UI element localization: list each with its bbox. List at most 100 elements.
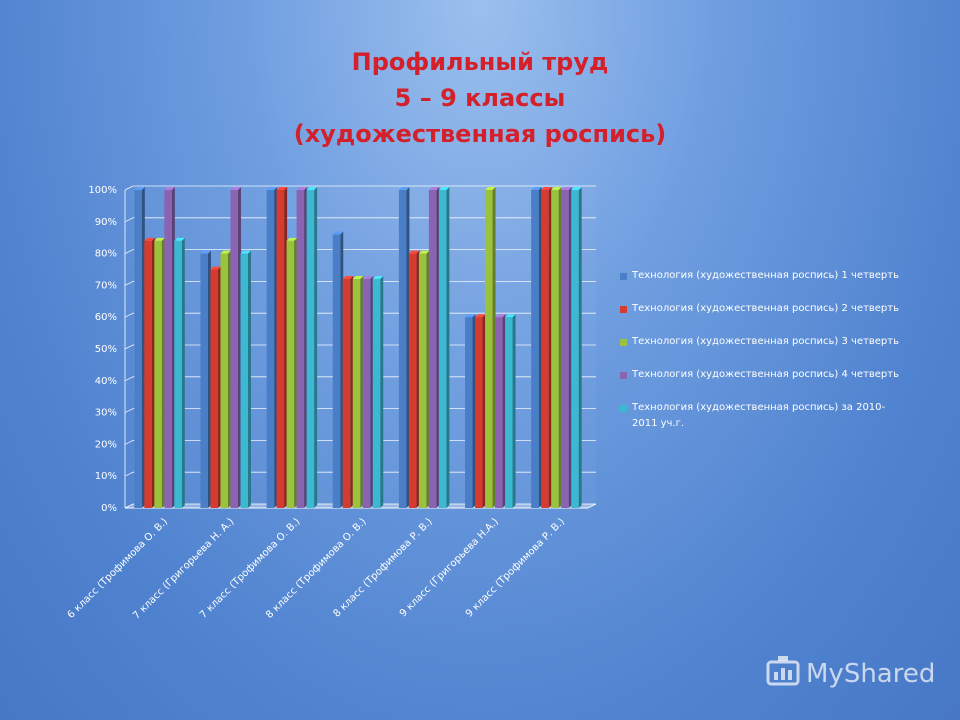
y-tick-label: 70%	[95, 280, 117, 291]
bar-top	[144, 237, 155, 241]
bar-side	[512, 314, 516, 508]
legend-item-3: Технология (художественная роспись) 3 че…	[620, 334, 910, 350]
bar-side	[492, 187, 496, 508]
bar-side	[558, 187, 562, 508]
bar-side	[141, 187, 145, 508]
myshared-watermark: MyShared	[766, 654, 935, 694]
bar	[551, 190, 559, 508]
bar	[561, 190, 569, 508]
bar-top	[541, 187, 552, 190]
bar-top	[398, 187, 410, 190]
bar	[428, 190, 437, 508]
bar-top	[352, 276, 364, 280]
bar	[332, 234, 341, 508]
bar-side	[472, 314, 476, 508]
bar-side	[446, 187, 450, 508]
bar-side	[568, 187, 572, 508]
bar-top	[210, 266, 221, 270]
bar-side	[274, 187, 278, 508]
legend-item-1: Технология (художественная роспись) 1 че…	[620, 268, 910, 284]
bar-top	[240, 250, 251, 254]
bar	[164, 190, 172, 508]
bar	[286, 240, 295, 508]
bar-top	[200, 250, 211, 254]
bar-top	[571, 187, 582, 190]
bar	[475, 317, 483, 508]
y-tick-label: 50%	[95, 344, 117, 355]
bar-top	[408, 250, 420, 254]
bar-top	[505, 314, 516, 318]
y-tick-label: 100%	[88, 185, 117, 196]
legend-label-5: Технология (художественная роспись) за 2…	[632, 402, 886, 429]
bar-top	[438, 187, 450, 190]
bar	[174, 240, 182, 508]
bar-top	[220, 250, 231, 254]
legend-label-3: Технология (художественная роспись) 3 че…	[632, 336, 900, 347]
bar-top	[342, 276, 354, 280]
bar	[276, 190, 285, 508]
bar-top	[372, 276, 384, 280]
bar-top	[418, 250, 430, 254]
legend-item-4: Технология (художественная роспись) 4 че…	[620, 367, 910, 383]
legend-swatch-3	[620, 339, 627, 346]
chart-legend: Технология (художественная роспись) 1 че…	[620, 268, 910, 449]
bar	[342, 279, 351, 508]
bar-top	[154, 237, 165, 241]
bar-side	[370, 276, 374, 508]
bar	[362, 279, 371, 508]
bar	[240, 253, 248, 508]
y-tick-label: 40%	[95, 376, 117, 387]
bar	[200, 253, 208, 508]
bar-top	[551, 187, 562, 190]
bar-top	[561, 187, 572, 190]
bar-side	[161, 237, 165, 508]
y-tick-label: 30%	[95, 408, 117, 419]
bar	[144, 240, 152, 508]
bar	[418, 253, 427, 508]
bar-side	[380, 276, 384, 508]
bar-top	[134, 187, 145, 190]
bar-top	[362, 276, 374, 280]
bar	[531, 190, 539, 508]
bar-side	[217, 266, 221, 508]
bar-top	[428, 187, 440, 190]
bar	[210, 269, 218, 508]
bar-side	[151, 237, 155, 508]
y-tick-label: 90%	[95, 217, 117, 228]
bar-top	[475, 314, 486, 318]
bar-side	[578, 187, 582, 508]
y-tick-label: 80%	[95, 249, 117, 260]
y-tick-label: 60%	[95, 312, 117, 323]
slide-title: Профильный труд 5 – 9 классы (художестве…	[0, 44, 960, 152]
bar-side	[340, 231, 344, 508]
bar	[541, 190, 549, 508]
bar-side	[284, 187, 288, 508]
bar	[352, 279, 361, 508]
bar-side	[436, 187, 440, 508]
bar-side	[482, 314, 486, 508]
bar	[230, 190, 238, 508]
bar	[134, 190, 142, 508]
bar-top	[266, 187, 278, 190]
bar-side	[426, 250, 430, 508]
bar	[372, 279, 381, 508]
bar	[505, 317, 513, 508]
bar-side	[502, 314, 506, 508]
watermark-text: MyShared	[806, 659, 936, 689]
bar-top	[306, 187, 318, 190]
bar-side	[538, 187, 542, 508]
bar-side	[237, 187, 241, 508]
bar	[438, 190, 447, 508]
bar-top	[332, 231, 344, 235]
y-tick-label: 20%	[95, 439, 117, 450]
legend-swatch-1	[620, 273, 627, 280]
bar	[266, 190, 275, 508]
legend-swatch-4	[620, 372, 627, 379]
bar-side	[416, 250, 420, 508]
bar-top	[230, 187, 241, 190]
bar-top	[296, 187, 308, 190]
bar	[408, 253, 417, 508]
legend-label-4: Технология (художественная роспись) 4 че…	[632, 369, 900, 380]
bar-side	[207, 250, 211, 508]
y-tick-label: 10%	[95, 471, 117, 482]
